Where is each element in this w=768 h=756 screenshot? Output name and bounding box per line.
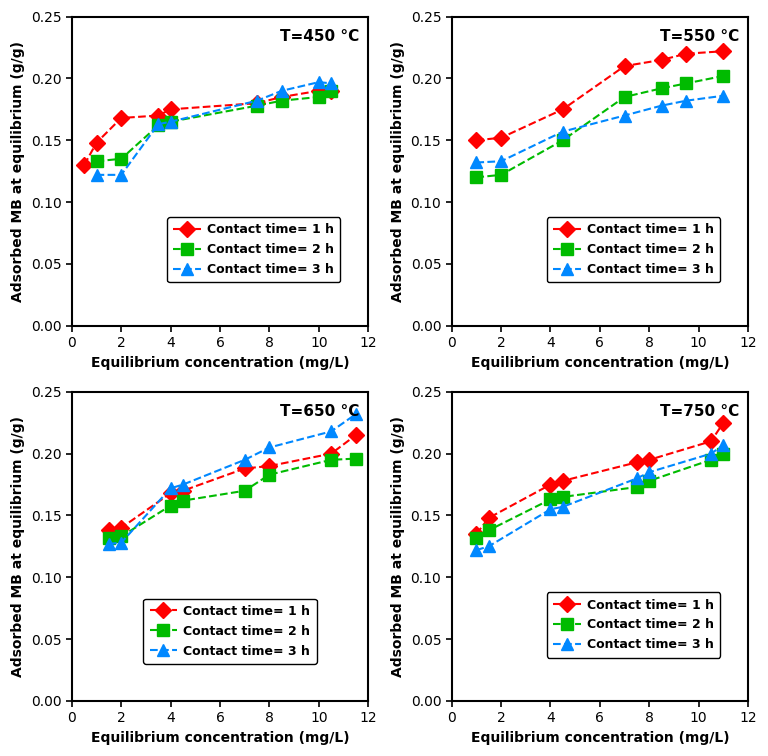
Legend: Contact time= 1 h, Contact time= 2 h, Contact time= 3 h: Contact time= 1 h, Contact time= 2 h, Co… (167, 217, 340, 282)
Y-axis label: Adsorbed MB at equilibrium (g/g): Adsorbed MB at equilibrium (g/g) (11, 41, 25, 302)
Legend: Contact time= 1 h, Contact time= 2 h, Contact time= 3 h: Contact time= 1 h, Contact time= 2 h, Co… (547, 217, 720, 282)
X-axis label: Equilibrium concentration (mg/L): Equilibrium concentration (mg/L) (471, 355, 729, 370)
Text: T=750 °C: T=750 °C (660, 404, 739, 419)
X-axis label: Equilibrium concentration (mg/L): Equilibrium concentration (mg/L) (91, 355, 349, 370)
Legend: Contact time= 1 h, Contact time= 2 h, Contact time= 3 h: Contact time= 1 h, Contact time= 2 h, Co… (547, 593, 720, 658)
Text: T=550 °C: T=550 °C (660, 29, 739, 44)
X-axis label: Equilibrium concentration (mg/L): Equilibrium concentration (mg/L) (91, 731, 349, 745)
Y-axis label: Adsorbed MB at equilibrium (g/g): Adsorbed MB at equilibrium (g/g) (11, 416, 25, 677)
Y-axis label: Adsorbed MB at equilibrium (g/g): Adsorbed MB at equilibrium (g/g) (391, 41, 405, 302)
Text: T=450 °C: T=450 °C (280, 29, 359, 44)
Text: T=650 °C: T=650 °C (280, 404, 359, 419)
X-axis label: Equilibrium concentration (mg/L): Equilibrium concentration (mg/L) (471, 731, 729, 745)
Y-axis label: Adsorbed MB at equilibrium (g/g): Adsorbed MB at equilibrium (g/g) (391, 416, 405, 677)
Legend: Contact time= 1 h, Contact time= 2 h, Contact time= 3 h: Contact time= 1 h, Contact time= 2 h, Co… (144, 599, 316, 664)
